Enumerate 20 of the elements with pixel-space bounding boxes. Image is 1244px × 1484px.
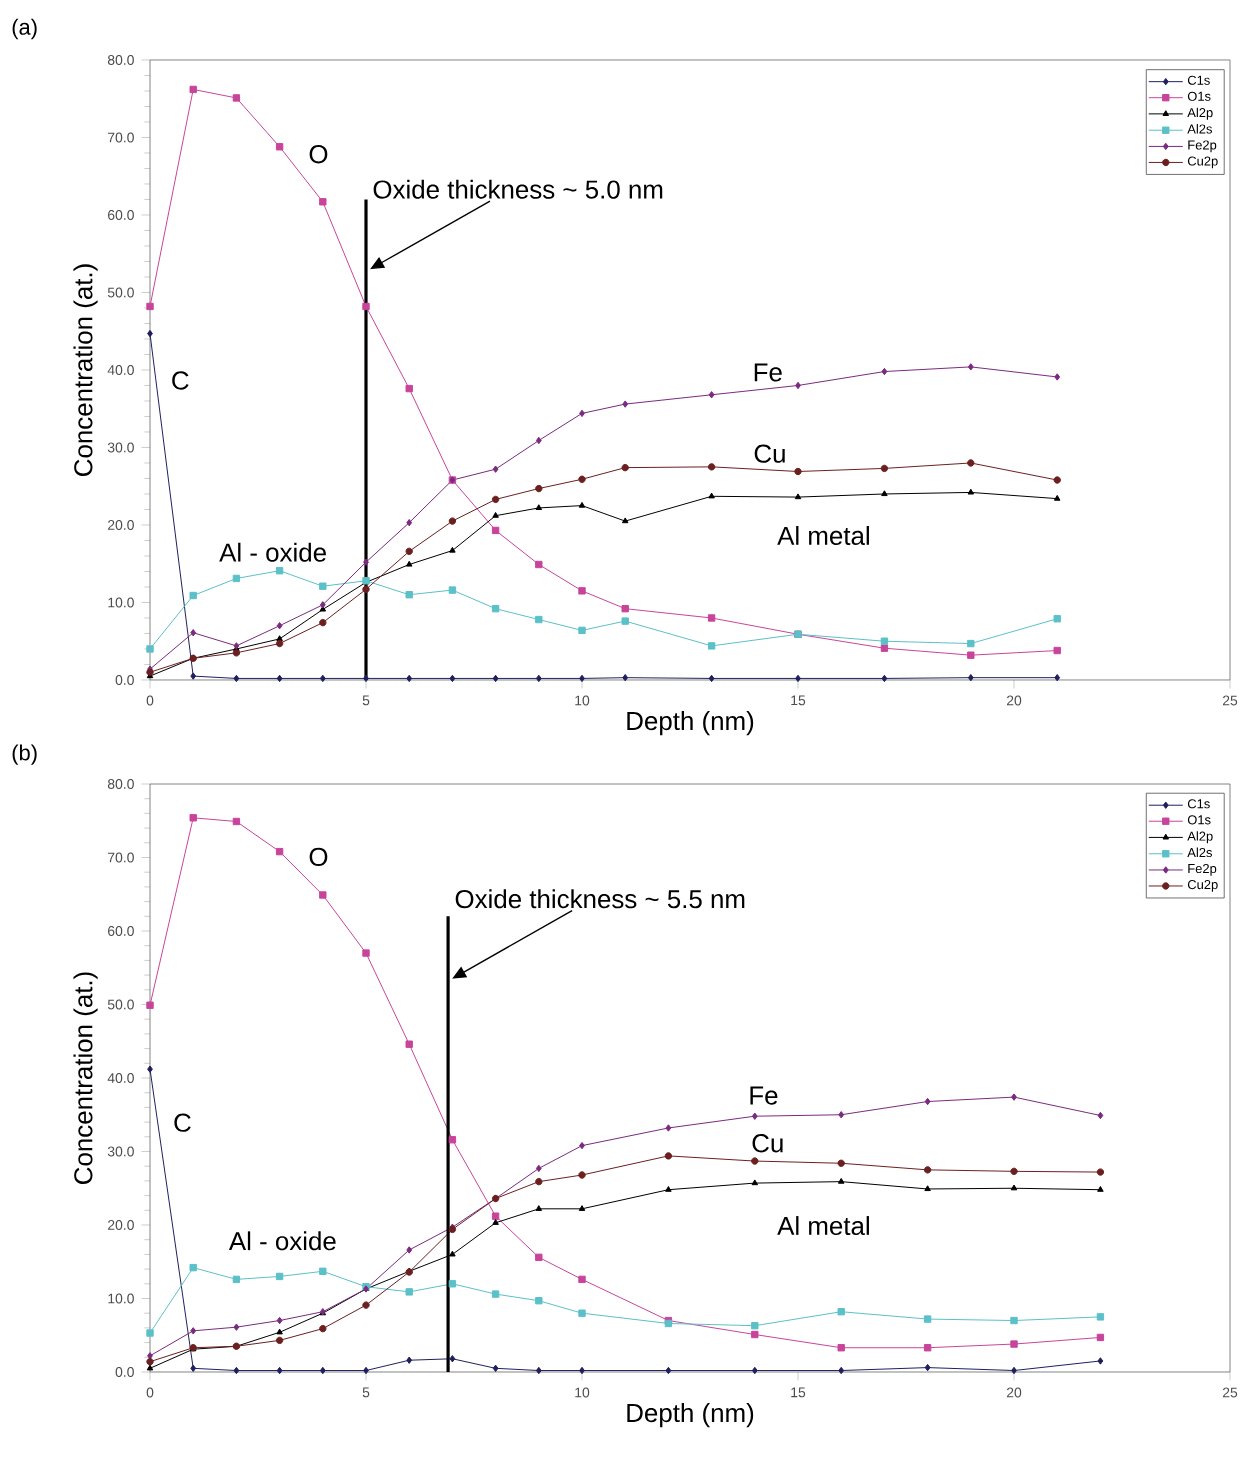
annotation: Al metal bbox=[777, 526, 869, 546]
annotation: C bbox=[172, 371, 189, 390]
annotation: Al metal bbox=[777, 1216, 869, 1236]
x-axis-title: Depth (nm) bbox=[627, 1403, 753, 1428]
annotation: Cu bbox=[754, 444, 785, 463]
annotation: Oxide thickness ~ 5.0 nm bbox=[373, 179, 663, 199]
annotation: O bbox=[309, 847, 328, 867]
y-axis-title: Concentration (at.) bbox=[73, 264, 98, 476]
annotation: Oxide thickness ~ 5.5 nm bbox=[455, 889, 745, 909]
chart-title: (b) bbox=[12, 744, 37, 765]
annotation: Al - oxide bbox=[228, 1231, 336, 1251]
annotation: Al - oxide bbox=[219, 542, 326, 562]
annotation: O bbox=[309, 145, 328, 164]
annotation: C bbox=[174, 1113, 191, 1132]
annotation: Cu bbox=[752, 1134, 783, 1153]
x-axis-title: Depth (nm) bbox=[627, 711, 753, 736]
chart-title: (a) bbox=[12, 18, 37, 40]
annotation: Fe bbox=[754, 363, 782, 382]
y-axis-title: Concentration (at.) bbox=[73, 972, 98, 1184]
annotation: Fe bbox=[750, 1086, 778, 1105]
